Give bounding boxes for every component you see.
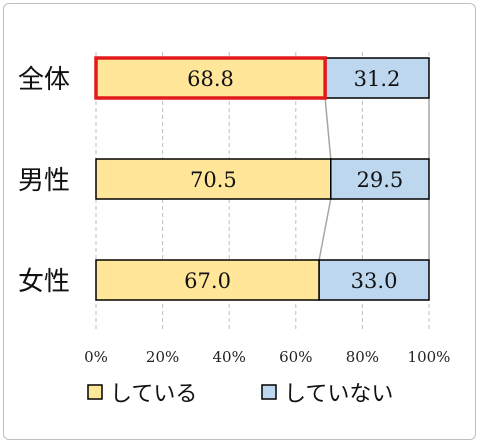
legend-label: している xyxy=(110,382,197,407)
legend-swatch xyxy=(261,384,277,400)
bar-not-doing xyxy=(324,57,430,99)
series-line xyxy=(318,198,332,261)
legend-label: していない xyxy=(284,382,393,407)
category-label: 男性 xyxy=(18,166,70,196)
x-tick-label: 0% xyxy=(84,348,108,366)
bar-doing xyxy=(95,158,332,200)
legend-swatch xyxy=(87,384,103,400)
highlight-box xyxy=(94,56,327,100)
bar-doing xyxy=(95,259,320,301)
x-tick-label: 80% xyxy=(346,348,379,366)
data-label: 68.8 xyxy=(187,67,234,91)
category-label: 女性 xyxy=(18,267,70,297)
data-label: 67.0 xyxy=(184,269,231,293)
x-tick-label: 60% xyxy=(279,348,312,366)
bar-not-doing xyxy=(318,259,430,301)
x-tick-label: 40% xyxy=(213,348,246,366)
data-label: 31.2 xyxy=(354,67,401,91)
category-label: 全体 xyxy=(18,65,70,95)
data-label: 70.5 xyxy=(190,168,237,192)
series-line xyxy=(324,97,332,160)
bar-not-doing xyxy=(330,158,430,200)
x-tick-label: 20% xyxy=(146,348,179,366)
data-label: 33.0 xyxy=(351,269,398,293)
data-label: 29.5 xyxy=(356,168,403,192)
x-tick-label: 100% xyxy=(408,348,451,366)
